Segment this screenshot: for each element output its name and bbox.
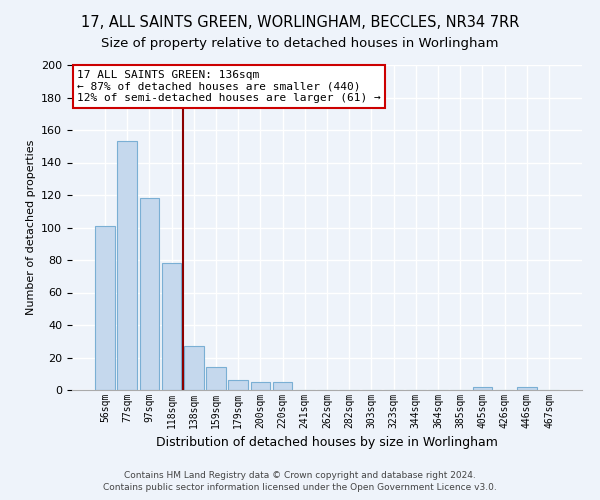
Bar [140,198,159,390]
X-axis label: Distribution of detached houses by size in Worlingham: Distribution of detached houses by size … [156,436,498,450]
Bar [473,387,492,390]
Bar [206,367,226,390]
Text: Size of property relative to detached houses in Worlingham: Size of property relative to detached ho… [101,38,499,51]
Text: 17, ALL SAINTS GREEN, WORLINGHAM, BECCLES, NR34 7RR: 17, ALL SAINTS GREEN, WORLINGHAM, BECCLE… [81,15,519,30]
Y-axis label: Number of detached properties: Number of detached properties [26,140,35,315]
Bar [162,263,181,390]
Bar [229,380,248,390]
Bar [118,142,137,390]
Bar [517,387,536,390]
Bar [273,382,292,390]
Text: Contains HM Land Registry data © Crown copyright and database right 2024.
Contai: Contains HM Land Registry data © Crown c… [103,471,497,492]
Bar [95,226,115,390]
Bar [251,382,270,390]
Text: 17 ALL SAINTS GREEN: 136sqm
← 87% of detached houses are smaller (440)
12% of se: 17 ALL SAINTS GREEN: 136sqm ← 87% of det… [77,70,381,103]
Bar [184,346,203,390]
